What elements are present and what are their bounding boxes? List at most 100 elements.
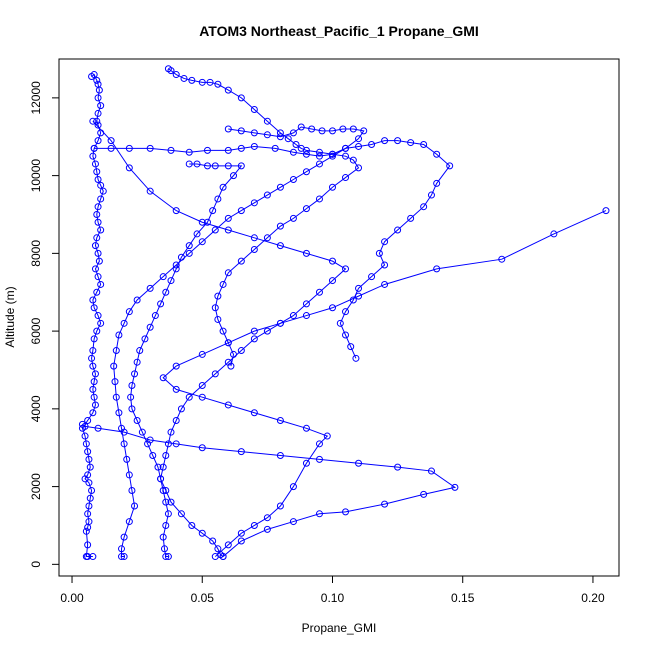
data-point bbox=[315, 148, 323, 156]
data-point bbox=[86, 494, 94, 502]
data-point bbox=[90, 144, 98, 152]
y-tick-label: 12000 bbox=[29, 81, 43, 115]
data-point bbox=[85, 479, 93, 487]
data-point bbox=[250, 245, 258, 253]
data-point bbox=[125, 471, 133, 479]
data-point bbox=[90, 304, 98, 312]
series-line bbox=[94, 140, 451, 359]
data-point bbox=[120, 553, 128, 561]
data-point bbox=[125, 518, 133, 526]
data-point bbox=[315, 440, 323, 448]
data-point bbox=[315, 160, 323, 168]
data-point bbox=[146, 187, 154, 195]
data-point bbox=[159, 273, 167, 281]
chart-title: ATOM3 Northeast_Pacific_1 Propane_GMI bbox=[199, 23, 479, 39]
x-axis: 0.00 0.05 0.10 0.15 0.20 bbox=[60, 576, 605, 605]
data-point bbox=[302, 205, 310, 213]
data-point bbox=[219, 183, 227, 191]
data-point bbox=[94, 249, 102, 257]
data-point bbox=[203, 218, 211, 226]
data-point bbox=[427, 467, 435, 475]
data-point bbox=[185, 249, 193, 257]
data-point bbox=[355, 292, 363, 300]
data-point bbox=[162, 486, 170, 494]
data-point bbox=[91, 160, 99, 168]
data-point bbox=[162, 498, 170, 506]
data-point bbox=[85, 455, 93, 463]
data-point bbox=[328, 152, 336, 160]
series-line bbox=[130, 163, 243, 558]
y-tick-label: 2000 bbox=[29, 473, 43, 500]
data-point bbox=[125, 144, 133, 152]
data-point bbox=[342, 144, 350, 152]
series-6 bbox=[89, 117, 350, 561]
data-point bbox=[302, 312, 310, 320]
data-point bbox=[128, 405, 136, 413]
data-point bbox=[180, 74, 188, 82]
data-point bbox=[250, 521, 258, 529]
data-point bbox=[315, 510, 323, 518]
data-point bbox=[81, 432, 89, 440]
plot-frame bbox=[58, 58, 620, 577]
data-point bbox=[84, 553, 92, 561]
data-point bbox=[224, 125, 232, 133]
data-point bbox=[550, 230, 558, 238]
data-point bbox=[237, 529, 245, 537]
data-point bbox=[94, 218, 102, 226]
x-tick-label: 0.15 bbox=[451, 591, 475, 605]
series-4 bbox=[110, 123, 368, 561]
data-point bbox=[82, 440, 90, 448]
data-point bbox=[78, 420, 86, 428]
data-point bbox=[407, 139, 415, 147]
data-point bbox=[381, 280, 389, 288]
data-point bbox=[289, 129, 297, 137]
data-point bbox=[209, 537, 217, 545]
data-point bbox=[276, 133, 284, 141]
data-point bbox=[263, 234, 271, 242]
data-point bbox=[94, 121, 102, 129]
data-point bbox=[107, 137, 115, 145]
data-point bbox=[107, 144, 115, 152]
data-point bbox=[97, 181, 105, 189]
data-point bbox=[99, 187, 107, 195]
data-point bbox=[115, 409, 123, 417]
data-point bbox=[342, 308, 350, 316]
data-point bbox=[209, 207, 217, 215]
y-tick-label: 10000 bbox=[29, 159, 43, 193]
data-point bbox=[91, 265, 99, 273]
data-point bbox=[219, 280, 227, 288]
data-point bbox=[451, 483, 459, 491]
data-point bbox=[131, 370, 139, 378]
data-point bbox=[433, 179, 441, 187]
data-point bbox=[263, 131, 271, 139]
data-point bbox=[224, 339, 232, 347]
y-tick-label: 6000 bbox=[29, 317, 43, 344]
data-point bbox=[360, 127, 368, 135]
data-point bbox=[188, 76, 196, 84]
data-point bbox=[112, 347, 120, 355]
data-point bbox=[224, 401, 232, 409]
data-point bbox=[120, 428, 128, 436]
data-point bbox=[381, 238, 389, 246]
data-point bbox=[172, 440, 180, 448]
data-point bbox=[93, 327, 101, 335]
data-point bbox=[164, 553, 172, 561]
series-8 bbox=[78, 420, 459, 561]
data-point bbox=[276, 417, 284, 425]
data-point bbox=[407, 214, 415, 222]
data-point bbox=[420, 203, 428, 211]
data-point bbox=[154, 463, 162, 471]
data-point bbox=[394, 137, 402, 145]
data-point bbox=[85, 502, 93, 510]
series-line bbox=[81, 73, 104, 558]
data-point bbox=[94, 94, 102, 102]
data-point bbox=[224, 86, 232, 94]
data-point bbox=[237, 448, 245, 456]
data-point bbox=[328, 127, 336, 135]
data-point bbox=[219, 553, 227, 561]
data-point bbox=[167, 428, 175, 436]
data-point bbox=[88, 486, 96, 494]
data-point bbox=[302, 146, 310, 154]
data-point bbox=[90, 378, 98, 386]
x-axis-label: Propane_GMI bbox=[302, 621, 377, 635]
